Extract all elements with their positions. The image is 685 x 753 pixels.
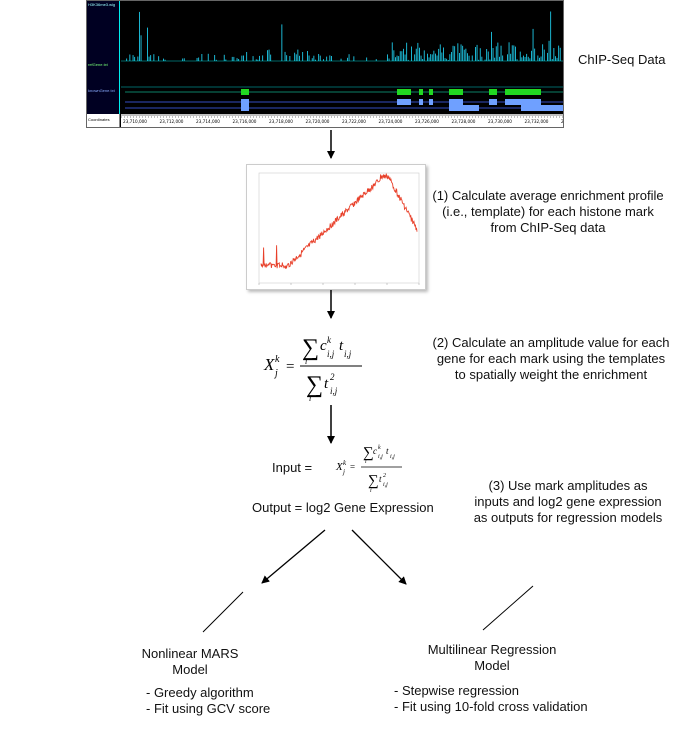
svg-text:i,j: i,j (383, 482, 388, 488)
svg-text:j: j (342, 468, 345, 476)
arrow-to-mars (261, 529, 326, 584)
svg-text:X: X (335, 461, 344, 473)
mars-bullets: - Greedy algorithm - Fit using GCV score (146, 685, 270, 717)
step2-text: (2) Calculate an amplitude value for eac… (418, 335, 684, 383)
chipseq-browser-screenshot: H3K36me3.wig refGene.txt knownGene.txt C… (86, 0, 564, 128)
svg-text:∑: ∑ (363, 445, 374, 461)
mars-title-line-2: Model (172, 662, 208, 677)
svg-text:i,j: i,j (327, 349, 335, 359)
svg-text:c: c (373, 446, 377, 456)
step1-line-2: (i.e., template) for each histone mark (442, 204, 654, 219)
step1-line-1: (1) Calculate average enrichment profile (432, 188, 664, 203)
mars-bullet-2: - Fit using GCV score (146, 701, 271, 716)
knowngene-track (125, 99, 563, 111)
svg-text:c: c (320, 338, 327, 354)
coordinate-tick-label: 23,720,000 (306, 119, 330, 124)
svg-text:∑: ∑ (306, 372, 323, 398)
refgene-track (125, 89, 563, 95)
coordinate-tick-label: 23,714,000 (196, 119, 220, 124)
enrichment-signal-bars (126, 11, 561, 62)
coordinate-tick-label: 23,722,000 (342, 119, 366, 124)
step2-line-2: gene for each mark using the templates (436, 351, 666, 366)
svg-text:i,j: i,j (378, 454, 383, 460)
mlr-connector-line (482, 585, 534, 631)
profile-tick-marks (258, 283, 420, 285)
mlr-bullet-2: - Fit using 10-fold cross validation (394, 699, 588, 714)
step2-line-3: to spatially weight the enrichment (454, 367, 648, 382)
output-label: Output = log2 Gene Expression (252, 500, 434, 515)
svg-text:t: t (386, 446, 389, 456)
svg-text:k: k (327, 335, 332, 345)
step1-line-3: from ChIP-Seq data (490, 220, 606, 235)
track-label-signal: H3K36me3.wig (87, 1, 120, 61)
svg-text:i: i (305, 357, 307, 366)
coordinates-label: Coordinates (87, 114, 120, 127)
svg-text:X: X (263, 355, 275, 374)
coordinate-tick-label: 23,730,000 (488, 119, 512, 124)
step3-line-2: inputs and log2 gene expression (474, 494, 662, 509)
mars-connector-line (202, 591, 244, 633)
amplitude-formula: X k j = ∑ i c k i,j t i,j ∑ i t 2 i,j (262, 330, 398, 403)
svg-text:2: 2 (383, 473, 386, 479)
svg-text:t: t (339, 338, 344, 354)
step3-line-3: as outputs for regression models (473, 510, 663, 525)
mars-title-line-1: Nonlinear MARS (141, 646, 239, 661)
svg-text:=: = (286, 359, 294, 375)
track-label-refgene: refGene.txt (87, 61, 120, 87)
coordinate-tick-label: 23,712,000 (160, 119, 184, 124)
coordinate-ticks: 23,710,000 23,712,000 23,714,000 23,716,000… (123, 119, 563, 124)
coordinate-tick-label: 23,726,000 (415, 119, 439, 124)
svg-text:t: t (324, 376, 329, 392)
svg-text:t: t (379, 474, 382, 484)
svg-text:j: j (273, 368, 278, 379)
svg-text:=: = (350, 462, 355, 472)
svg-text:k: k (275, 354, 280, 365)
mlr-model-title: Multilinear Regression Model (402, 642, 582, 674)
coordinate-tick-label: 23,716,000 (233, 119, 257, 124)
arrow-to-mlr (351, 529, 407, 585)
chipseq-data-label: ChIP-Seq Data (578, 52, 666, 67)
mlr-title-line-1: Multilinear Regression (427, 642, 557, 657)
coordinate-tick-label: 23,724,000 (379, 119, 403, 124)
svg-text:k: k (343, 459, 347, 467)
svg-text:∑: ∑ (368, 473, 379, 489)
coordinate-tick-label: 23,734 (561, 119, 563, 124)
enrichment-profile-plot (246, 164, 426, 290)
svg-text:i,j: i,j (330, 386, 338, 396)
input-formula: X k j = ∑ i c k i,j t i,j ∑ i t 2 i,j (334, 440, 418, 498)
input-label: Input = (272, 460, 313, 475)
step1-text: (1) Calculate average enrichment profile… (428, 188, 668, 236)
svg-text:∑: ∑ (302, 335, 319, 361)
mars-model-title: Nonlinear MARS Model (120, 646, 260, 678)
mars-bullet-1: - Greedy algorithm (146, 685, 254, 700)
enrichment-profile-line (260, 173, 418, 269)
svg-text:i,j: i,j (390, 454, 395, 460)
svg-text:i: i (370, 488, 372, 494)
mlr-title-line-2: Model (474, 658, 510, 673)
step3-text: (3) Use mark amplitudes as inputs and lo… (454, 478, 682, 526)
svg-text:i: i (365, 459, 367, 465)
coordinate-tick-label: 23,718,000 (269, 119, 293, 124)
mlr-bullets: - Stepwise regression - Fit using 10-fol… (394, 683, 588, 715)
step2-line-1: (2) Calculate an amplitude value for eac… (432, 335, 670, 350)
svg-text:2: 2 (330, 372, 335, 382)
coordinate-tick-label: 23,728,000 (452, 119, 476, 124)
track-label-knowngene: knownGene.txt (87, 87, 120, 115)
svg-text:i: i (309, 394, 311, 402)
svg-text:i,j: i,j (344, 349, 352, 359)
coordinate-tick-label: 23,732,000 (525, 119, 549, 124)
coordinate-tick-label: 23,710,000 (123, 119, 147, 124)
mlr-bullet-1: - Stepwise regression (394, 683, 519, 698)
chipseq-tracks-graphic: 23,710,000 23,712,000 23,714,000 23,716,000… (121, 1, 563, 127)
svg-text:k: k (378, 445, 381, 451)
step3-line-1: (3) Use mark amplitudes as (488, 478, 648, 493)
